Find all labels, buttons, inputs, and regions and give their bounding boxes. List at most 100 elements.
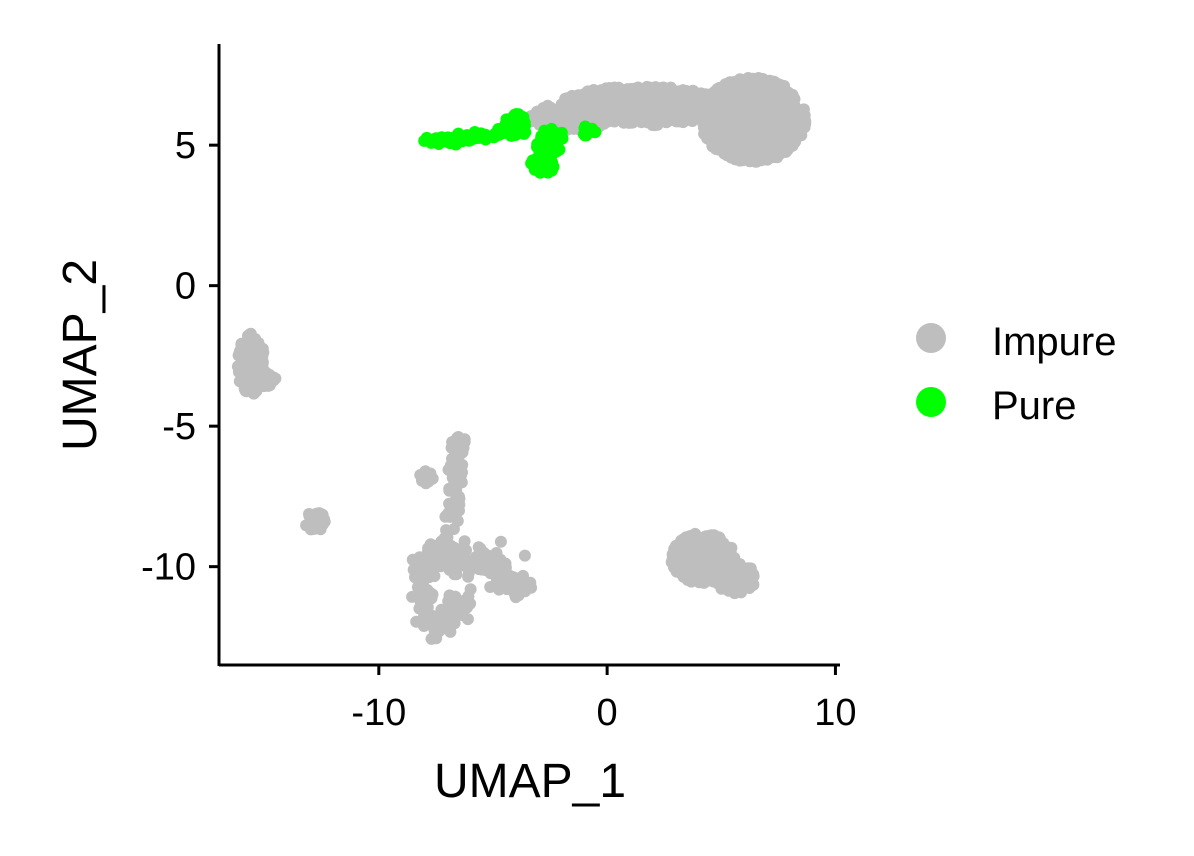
data-point <box>592 108 604 121</box>
y-axis: -10 -5 0 5 UMAP_2 <box>54 44 221 666</box>
data-point <box>602 109 615 122</box>
data-point <box>475 127 488 140</box>
data-point <box>740 563 753 575</box>
data-point <box>718 114 731 127</box>
data-point <box>446 441 459 454</box>
data-point <box>515 110 528 123</box>
data-point <box>443 484 456 497</box>
data-point <box>647 91 660 104</box>
data-point <box>546 147 559 160</box>
data-point <box>744 81 757 94</box>
data-point <box>676 536 688 549</box>
data-point <box>452 596 465 609</box>
data-point <box>649 114 662 127</box>
data-point <box>660 95 673 108</box>
data-point <box>442 506 455 519</box>
data-point <box>421 558 434 571</box>
data-point <box>418 134 431 147</box>
data-point <box>778 95 791 108</box>
data-point <box>722 134 735 147</box>
data-point <box>775 129 788 141</box>
data-point <box>318 515 331 528</box>
legend-label-pure: Pure <box>992 384 1077 428</box>
data-point <box>422 542 435 555</box>
data-point <box>502 578 515 591</box>
data-point <box>779 145 792 158</box>
data-point <box>528 163 541 176</box>
data-point <box>545 122 558 135</box>
data-point <box>768 98 781 111</box>
data-point <box>798 121 811 134</box>
data-point <box>619 102 632 115</box>
data-point <box>304 511 317 524</box>
y-ticks: -10 -5 0 5 <box>141 125 219 589</box>
data-point <box>751 109 764 122</box>
data-point <box>449 493 462 506</box>
legend-key-impure <box>916 323 946 353</box>
x-axis: -10 0 10 UMAP_1 <box>219 663 857 808</box>
data-point <box>691 552 704 565</box>
data-point <box>462 590 475 603</box>
data-point <box>686 115 699 127</box>
data-point <box>413 583 426 596</box>
data-point <box>503 569 516 582</box>
data-point <box>554 132 567 145</box>
data-point <box>309 520 322 533</box>
data-point <box>494 535 507 548</box>
data-point <box>746 133 759 146</box>
data-point <box>430 632 443 645</box>
data-point <box>444 551 457 564</box>
legend-label-impure: Impure <box>992 320 1117 364</box>
data-point <box>447 523 460 535</box>
y-tick-label: -5 <box>162 406 196 448</box>
x-ticks: -10 0 10 <box>351 665 857 734</box>
data-point <box>476 548 489 561</box>
data-point <box>262 379 275 392</box>
data-point <box>509 120 522 133</box>
data-point <box>238 381 251 394</box>
y-tick-label: 0 <box>175 266 196 308</box>
data-point <box>452 449 465 462</box>
data-point <box>256 356 269 369</box>
data-point <box>756 132 769 145</box>
data-point <box>703 133 715 146</box>
x-tick-label: 10 <box>814 692 856 734</box>
data-point <box>434 621 447 634</box>
data-point <box>640 101 653 114</box>
data-point <box>462 570 475 583</box>
data-point <box>555 107 568 120</box>
data-point <box>787 111 800 123</box>
data-point <box>420 618 433 630</box>
data-point <box>722 82 735 95</box>
data-point <box>693 95 705 108</box>
data-point <box>685 533 698 546</box>
data-point <box>518 549 531 562</box>
data-point <box>723 105 736 117</box>
legend-key-pure <box>916 387 946 417</box>
data-point <box>709 546 722 559</box>
points-layer <box>231 72 812 645</box>
data-point <box>410 615 423 628</box>
data-point <box>464 131 476 144</box>
data-point <box>678 568 691 581</box>
data-point <box>712 130 725 143</box>
data-point <box>434 133 447 146</box>
data-point <box>456 458 469 471</box>
data-point <box>741 113 754 126</box>
data-point <box>449 472 462 485</box>
data-point <box>662 113 675 126</box>
data-point <box>650 81 663 94</box>
data-point <box>237 346 250 359</box>
data-point <box>439 532 452 545</box>
data-point <box>757 121 770 134</box>
data-point <box>414 469 427 481</box>
legend: Impure Pure <box>916 320 1117 428</box>
y-tick-label: -10 <box>141 547 196 589</box>
data-point <box>575 89 587 102</box>
data-point <box>543 113 556 126</box>
data-point <box>602 94 615 106</box>
y-tick-label: 5 <box>175 125 196 167</box>
data-point <box>721 571 734 584</box>
data-point <box>743 155 756 168</box>
